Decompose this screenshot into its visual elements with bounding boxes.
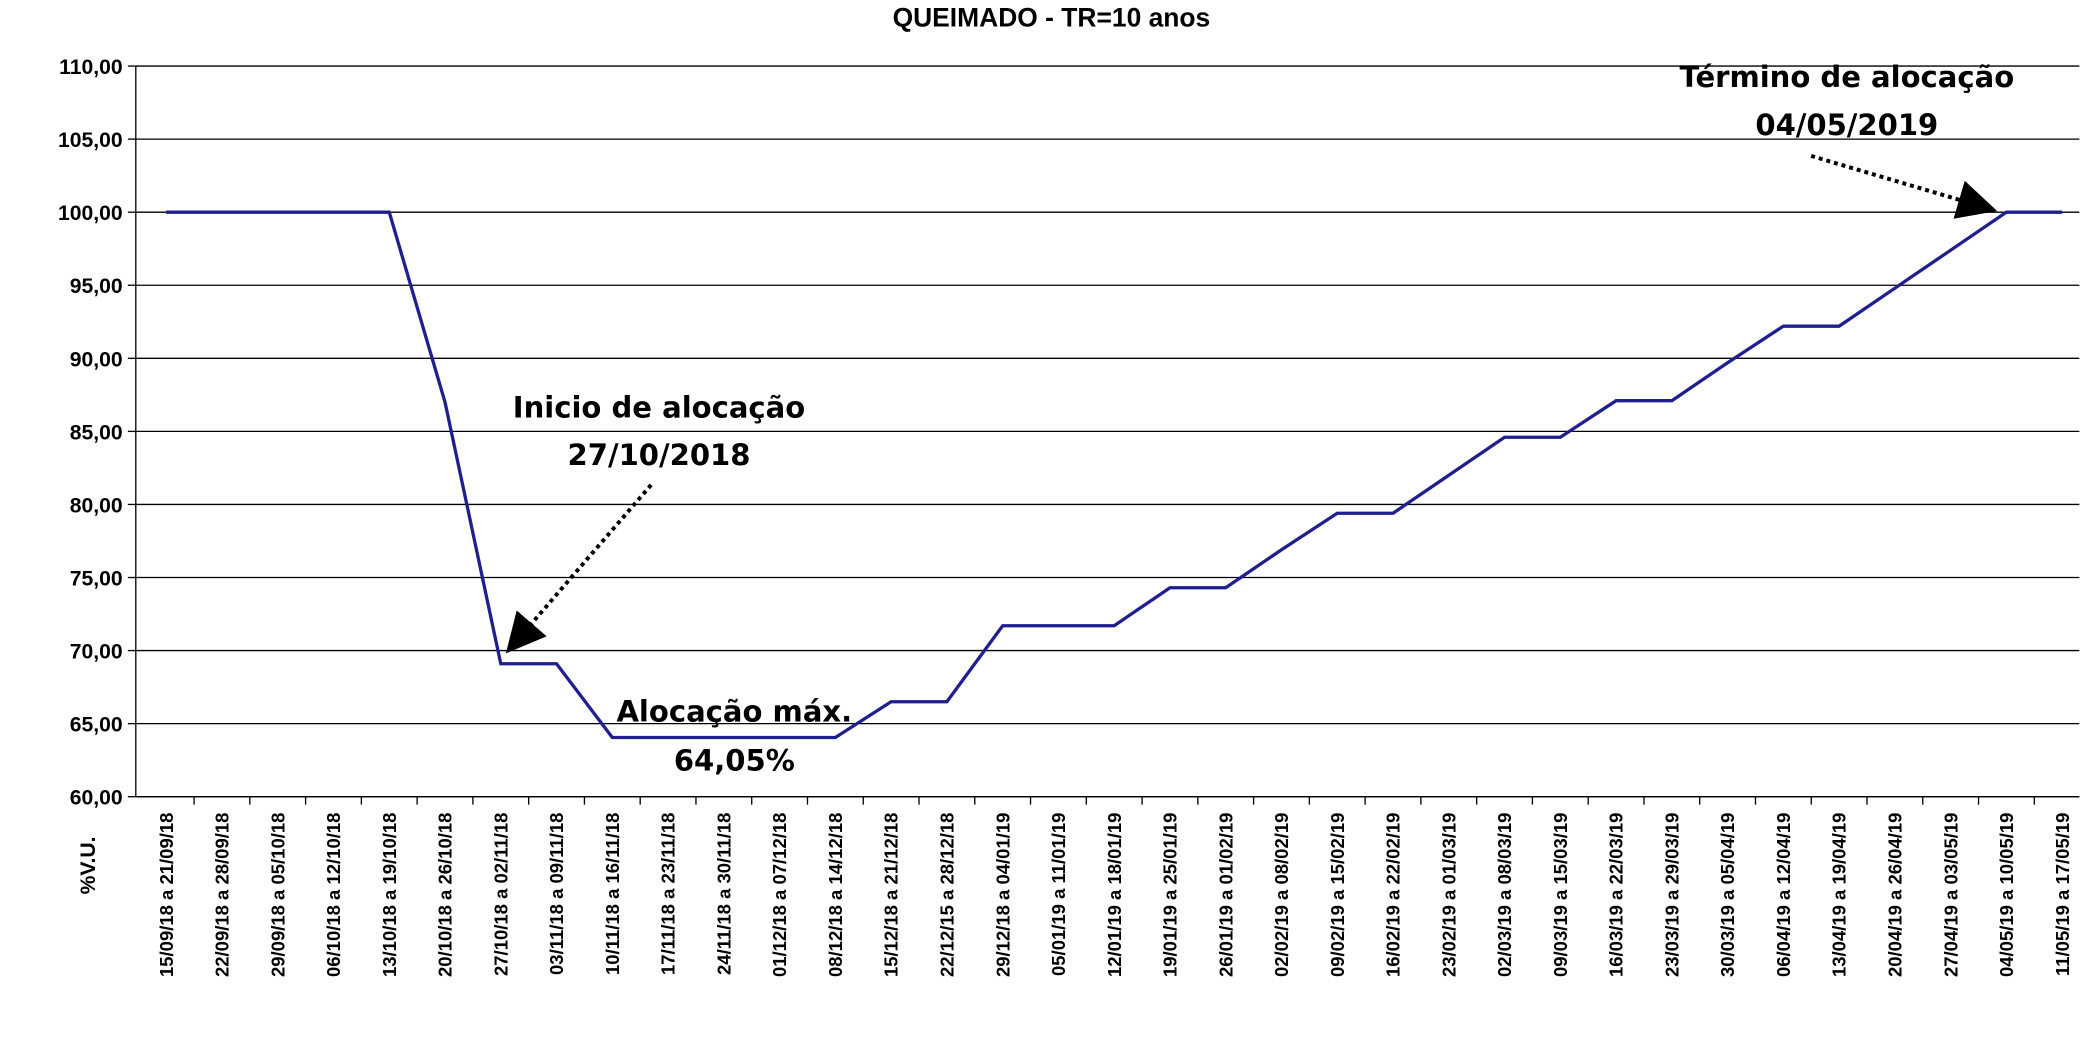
x-tick-label: 06/10/18 a 12/10/18: [323, 813, 344, 977]
x-tick-label: 22/09/18 a 28/09/18: [212, 813, 233, 977]
y-tick-label: 65,00: [70, 714, 123, 737]
x-tick-label: 26/01/19 a 01/02/19: [1215, 813, 1236, 977]
x-tick-label: 05/01/19 a 11/01/19: [1048, 813, 1069, 976]
x-tick-label: 29/09/18 a 05/10/18: [267, 813, 288, 977]
x-tick-label: 06/04/19 a 12/04/19: [1773, 813, 1794, 977]
annotation: Alocação máx.: [616, 694, 852, 728]
line-series: [166, 210, 2063, 740]
arrow: [1810, 154, 1998, 219]
y-tick-label: 110,00: [59, 56, 122, 79]
x-tick-label: 20/04/19 a 26/04/19: [1884, 813, 1905, 977]
x-tick-label: 03/11/18 a 09/11/18: [546, 813, 567, 975]
plot-area: 60,00 65,00 70,00 75,00 80,00 85,00 90,00 95,00…: [58, 56, 2080, 977]
y-tick-label: 90,00: [70, 348, 123, 371]
annotation: Inicio de alocação: [513, 391, 805, 425]
y-tick-label: 60,00: [70, 787, 123, 810]
x-tick-label: 04/05/19 a 10/05/19: [1996, 813, 2017, 977]
x-tick-label: 17/11/18 a 23/11/18: [658, 813, 679, 975]
arrow: [505, 483, 653, 654]
x-tick-label: 27/10/18 a 02/11/18: [490, 813, 511, 976]
x-tick-label: 15/12/18 a 21/12/18: [881, 813, 902, 977]
annotation: Término de alocação: [1679, 60, 2014, 94]
y-axis-label: %V.U.: [77, 836, 100, 894]
x-tick-label: 23/03/19 a 29/03/19: [1661, 813, 1682, 977]
y-tick-label: 70,00: [70, 641, 123, 664]
x-tick-label: 30/03/19 a 05/04/19: [1717, 813, 1738, 977]
x-tick-label: 02/03/19 a 08/03/19: [1494, 813, 1515, 977]
x-tick-label: 27/04/19 a 03/05/19: [1940, 813, 1961, 977]
x-tick-label: 12/01/19 a 18/01/19: [1104, 813, 1125, 977]
annotation: 64,05%: [674, 743, 795, 777]
x-tick-label: 11/05/19 a 17/05/19: [2052, 813, 2073, 976]
y-tick-label: 80,00: [70, 494, 123, 517]
y-tick-label: 100,00: [58, 202, 123, 225]
y-tick-label: 95,00: [70, 275, 123, 298]
x-tick-label: 09/03/19 a 15/03/19: [1550, 813, 1571, 977]
x-tick-label: 16/02/19 a 22/02/19: [1383, 813, 1404, 977]
chart-title: QUEIMADO - TR=10 anos: [893, 2, 1211, 32]
x-tick-label: 24/11/18 a 30/11/18: [713, 813, 734, 975]
x-tick-label: 13/04/19 a 19/04/19: [1829, 813, 1850, 977]
x-tick-label: 09/02/19 a 15/02/19: [1327, 813, 1348, 977]
x-tick-label: 15/09/18 a 21/09/18: [156, 813, 177, 977]
x-tick-label: 13/10/18 a 19/10/18: [379, 813, 400, 977]
y-tick-label: 85,00: [70, 421, 123, 444]
x-tick-label: 23/02/19 a 01/03/19: [1438, 813, 1459, 977]
annotation: 04/05/2019: [1755, 108, 1938, 142]
annotation: 27/10/2018: [568, 438, 751, 472]
x-tick-label: 16/03/19 a 22/03/19: [1606, 813, 1627, 977]
x-tick-label: 01/12/18 a 07/12/18: [769, 813, 790, 977]
x-tick-label: 08/12/18 a 14/12/18: [825, 813, 846, 977]
x-tick-label: 20/10/18 a 26/10/18: [435, 813, 456, 977]
x-tick-label: 02/02/19 a 08/02/19: [1271, 813, 1292, 977]
x-tick-label: 22/12/15 a 28/12/18: [936, 813, 957, 977]
x-tick-label: 19/01/19 a 25/01/19: [1160, 813, 1181, 977]
y-tick-label: 75,00: [70, 567, 123, 590]
x-tick-label: 10/11/18 a 16/11/18: [602, 813, 623, 975]
x-tick-label: 29/12/18 a 04/01/19: [992, 813, 1013, 977]
y-tick-label: 105,00: [58, 129, 123, 152]
